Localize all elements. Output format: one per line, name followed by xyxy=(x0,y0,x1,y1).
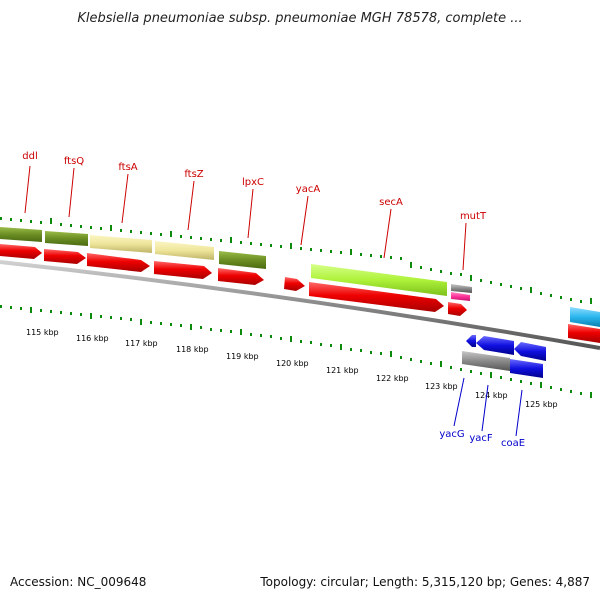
bottom-gene-labels xyxy=(453,377,523,437)
tick-label: 120 kbp xyxy=(276,359,309,368)
gene-label-ddl[interactable]: ddl xyxy=(22,151,37,162)
gene-label-secA[interactable]: secA xyxy=(379,197,403,208)
genome-backbone xyxy=(0,260,600,350)
cds-arrow-5[interactable] xyxy=(218,268,264,285)
gene-label-ftsZ[interactable]: ftsZ xyxy=(184,169,203,180)
gene-label-yacG[interactable]: yacG xyxy=(439,429,464,440)
gene-block-mutT-pink[interactable] xyxy=(451,292,470,301)
gene-label-ftsQ[interactable]: ftsQ xyxy=(64,156,84,167)
tick-label: 117 kbp xyxy=(125,339,158,348)
gene-label-yacF[interactable]: yacF xyxy=(469,433,493,444)
tick-label: 125 kbp xyxy=(525,400,558,409)
tick-label: 115 kbp xyxy=(26,328,59,337)
gene-block-ftsQ[interactable] xyxy=(45,231,88,246)
lower-tick-row xyxy=(0,305,592,398)
map-title: Klebsiella pneumoniae subsp. pneumoniae … xyxy=(77,11,522,26)
gene-label-lpxC[interactable]: lpxC xyxy=(242,177,264,188)
gene-block-ftsZ[interactable] xyxy=(155,241,214,260)
gene-label-mutT[interactable]: mutT xyxy=(460,211,487,222)
top-strand-blocks xyxy=(0,227,600,327)
tick-label: 122 kbp xyxy=(376,374,409,383)
gene-label-coaE[interactable]: coaE xyxy=(501,438,525,449)
top-gene-labels xyxy=(24,165,467,271)
gene-block-cyan[interactable] xyxy=(570,307,600,327)
tick-label: 124 kbp xyxy=(475,391,508,400)
cds-arrow-9[interactable] xyxy=(568,324,600,343)
gene-block-secA[interactable] xyxy=(311,264,447,296)
upper-tick-row xyxy=(0,217,592,304)
tick-label: 119 kbp xyxy=(226,352,259,361)
gene-label-yacA[interactable]: yacA xyxy=(296,184,321,195)
tick-label: 118 kbp xyxy=(176,345,209,354)
forward-cds-arrows xyxy=(0,244,600,343)
gene-block-blue-3[interactable] xyxy=(514,342,546,361)
cds-arrow-6[interactable] xyxy=(284,277,305,291)
gene-block-blue-2[interactable] xyxy=(476,336,514,355)
cds-arrow-4[interactable] xyxy=(154,261,212,279)
gene-block-ddl[interactable] xyxy=(0,227,42,242)
gene-label-ftsA[interactable]: ftsA xyxy=(118,162,137,173)
cds-arrow-1[interactable] xyxy=(0,244,42,259)
cds-arrow-7[interactable] xyxy=(309,282,444,312)
topology-text: Topology: circular; Length: 5,315,120 bp… xyxy=(259,575,590,589)
reverse-strand-blocks xyxy=(462,335,546,378)
cds-arrow-8[interactable] xyxy=(448,302,467,316)
gene-block-lpxC[interactable] xyxy=(219,251,266,269)
gene-block-ftsA[interactable] xyxy=(90,235,152,253)
tick-label: 121 kbp xyxy=(326,366,359,375)
gene-block-yacF[interactable] xyxy=(462,351,510,371)
cds-arrow-3[interactable] xyxy=(87,253,150,272)
tick-label: 123 kbp xyxy=(425,382,458,391)
tick-label: 116 kbp xyxy=(76,334,109,343)
gene-block-coaE[interactable] xyxy=(510,359,543,378)
accession-text: Accession: NC_009648 xyxy=(10,575,146,589)
gene-block-yacG[interactable] xyxy=(466,335,476,347)
kbp-tick-labels: 115 kbp 116 kbp 117 kbp 118 kbp 119 kbp … xyxy=(26,328,558,409)
gene-block-mutT-grey[interactable] xyxy=(451,284,472,293)
cds-arrow-2[interactable] xyxy=(44,249,86,264)
